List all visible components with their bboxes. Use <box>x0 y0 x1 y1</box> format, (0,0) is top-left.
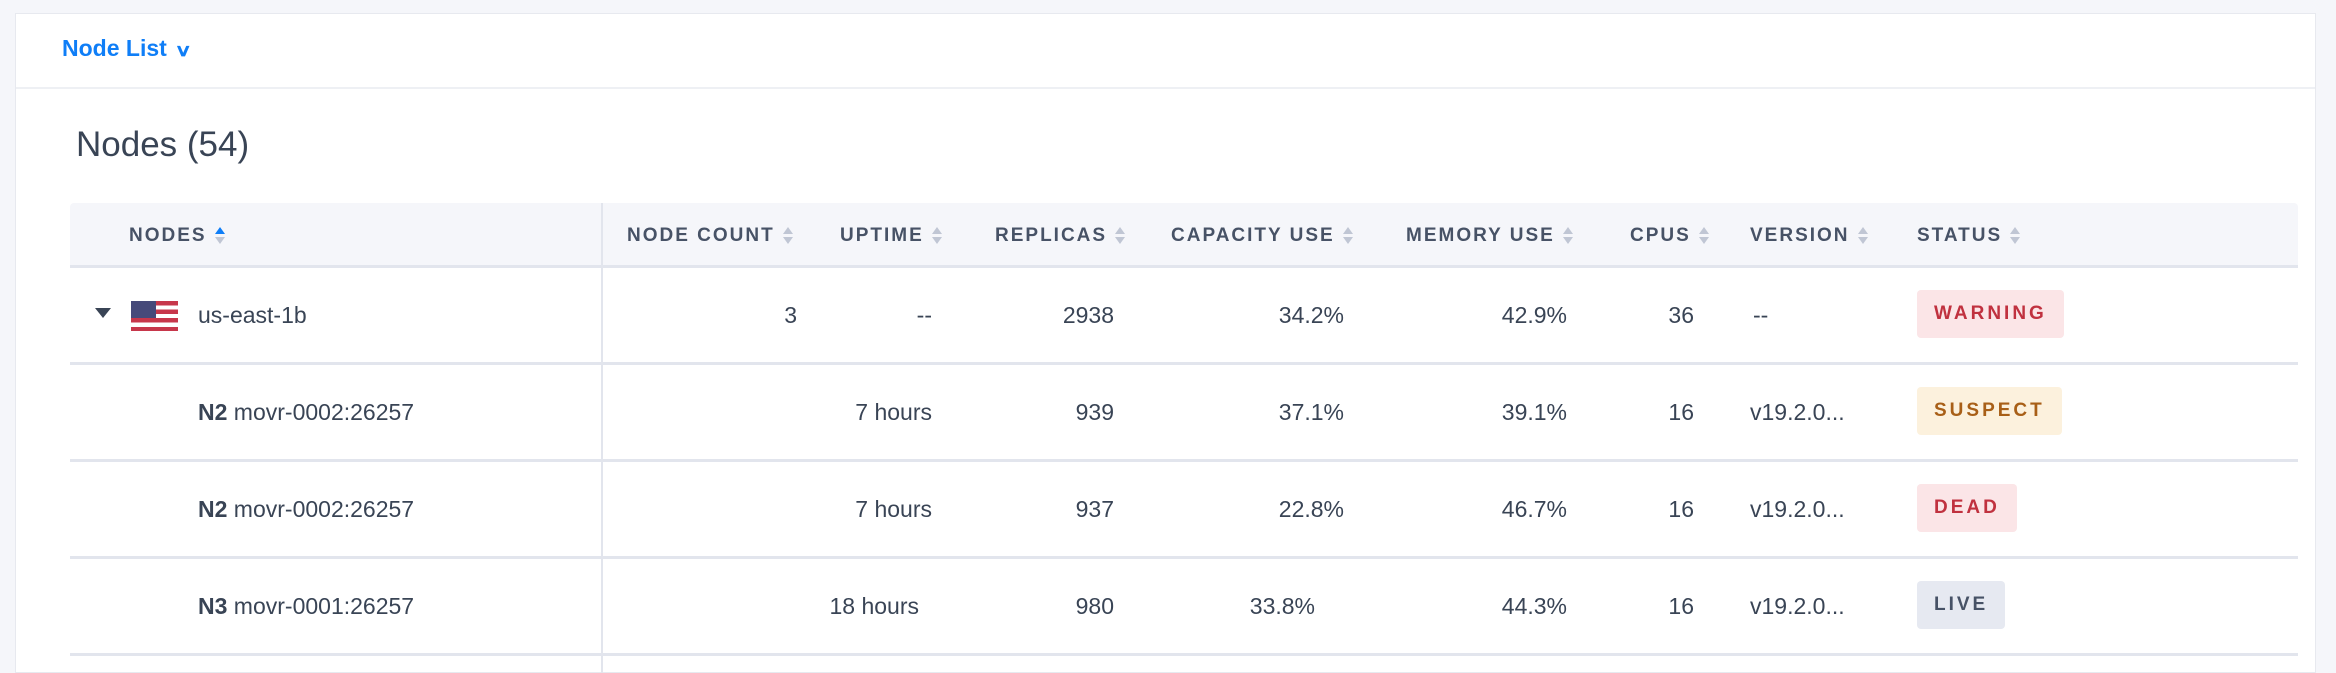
uptime: 7 hours <box>855 399 932 425</box>
node-name[interactable]: N3 movr-0001:26257 <box>198 593 415 619</box>
capacity-use: 34.2% <box>1278 302 1344 328</box>
node-row[interactable]: N2 movr-0002:26257 7 hours 937 22.8% 46.… <box>70 462 2298 559</box>
sort-icon <box>1342 226 1353 246</box>
sort-icon <box>782 226 793 246</box>
column-header-version[interactable]: VERSION <box>1750 225 1868 247</box>
cpus: 16 <box>1668 593 1694 619</box>
sort-icon <box>1115 226 1126 246</box>
capacity-use: 37.1% <box>1278 399 1344 425</box>
column-header-memory-use[interactable]: MEMORY USE <box>1406 225 1573 247</box>
status-badge: LIVE <box>1917 581 2006 629</box>
status-badge: WARNING <box>1917 290 2064 338</box>
node-name[interactable]: N2 movr-0002:26257 <box>198 496 415 522</box>
status-badge: DEAD <box>1917 484 2017 532</box>
version: v19.2.0... <box>1750 399 1845 425</box>
memory-use: 44.3% <box>1501 593 1567 619</box>
uptime: 7 hours <box>855 496 932 522</box>
column-header-capacity-use[interactable]: CAPACITY USE <box>1171 225 1353 247</box>
column-header-replicas[interactable]: REPLICAS <box>995 225 1126 247</box>
node-row[interactable]: N3 movr-0001:26257 18 hours 980 33.8% 44… <box>70 559 2298 656</box>
column-header-nodes[interactable]: NODES <box>129 225 225 247</box>
column-divider <box>601 203 603 673</box>
replicas: 937 <box>1075 496 1114 522</box>
sort-icon <box>1562 226 1573 246</box>
status-badge: SUSPECT <box>1917 387 2062 435</box>
sort-ascending-icon <box>214 226 225 246</box>
column-header-cpus[interactable]: CPUS <box>1630 225 1709 247</box>
replicas: 2938 <box>1062 302 1114 328</box>
memory-use: 42.9% <box>1501 302 1567 328</box>
column-header-node-count[interactable]: NODE COUNT <box>627 225 793 247</box>
capacity-use: 33.8% <box>1249 593 1315 619</box>
replicas: 980 <box>1075 593 1114 619</box>
sort-icon <box>2010 226 2021 246</box>
sort-icon <box>931 226 942 246</box>
node-list-card: Node List ∨ Nodes (54) NODES NODE COUNT U… <box>15 13 2316 673</box>
uptime: -- <box>916 302 932 328</box>
table-header: NODES NODE COUNT UPTIME REPLICAS CAPACIT… <box>70 203 2298 268</box>
uptime: 18 hours <box>829 593 919 619</box>
node-count: 3 <box>784 302 797 328</box>
replicas: 939 <box>1075 399 1114 425</box>
card-header: Node List ∨ <box>16 14 2315 89</box>
version: v19.2.0... <box>1750 496 1845 522</box>
collapse-triangle-icon[interactable] <box>95 308 111 318</box>
page-title: Nodes (54) <box>76 125 250 164</box>
memory-use: 39.1% <box>1501 399 1567 425</box>
column-header-status[interactable]: STATUS <box>1917 225 2021 247</box>
cpus: 16 <box>1668 496 1694 522</box>
version: -- <box>1753 302 1769 328</box>
version: v19.2.0... <box>1750 593 1845 619</box>
region-row[interactable]: us-east-1b 3 -- 2938 34.2% 42.9% 36 -- W… <box>70 268 2298 365</box>
memory-use: 46.7% <box>1501 496 1567 522</box>
column-header-uptime[interactable]: UPTIME <box>840 225 942 247</box>
sort-icon <box>1698 226 1709 246</box>
sort-icon <box>1857 226 1868 246</box>
view-selector-dropdown[interactable]: Node List ∨ <box>62 35 192 62</box>
region-name: us-east-1b <box>198 302 307 328</box>
chevron-down-icon: ∨ <box>174 41 192 60</box>
cpus: 16 <box>1668 399 1694 425</box>
view-selector-label: Node List <box>62 35 167 61</box>
capacity-use: 22.8% <box>1278 496 1344 522</box>
nodes-table: NODES NODE COUNT UPTIME REPLICAS CAPACIT… <box>70 203 2298 673</box>
us-flag-icon <box>131 301 178 331</box>
node-name[interactable]: N2 movr-0002:26257 <box>198 399 415 425</box>
node-row[interactable]: N2 movr-0002:26257 7 hours 939 37.1% 39.… <box>70 365 2298 462</box>
cpus: 36 <box>1668 302 1694 328</box>
